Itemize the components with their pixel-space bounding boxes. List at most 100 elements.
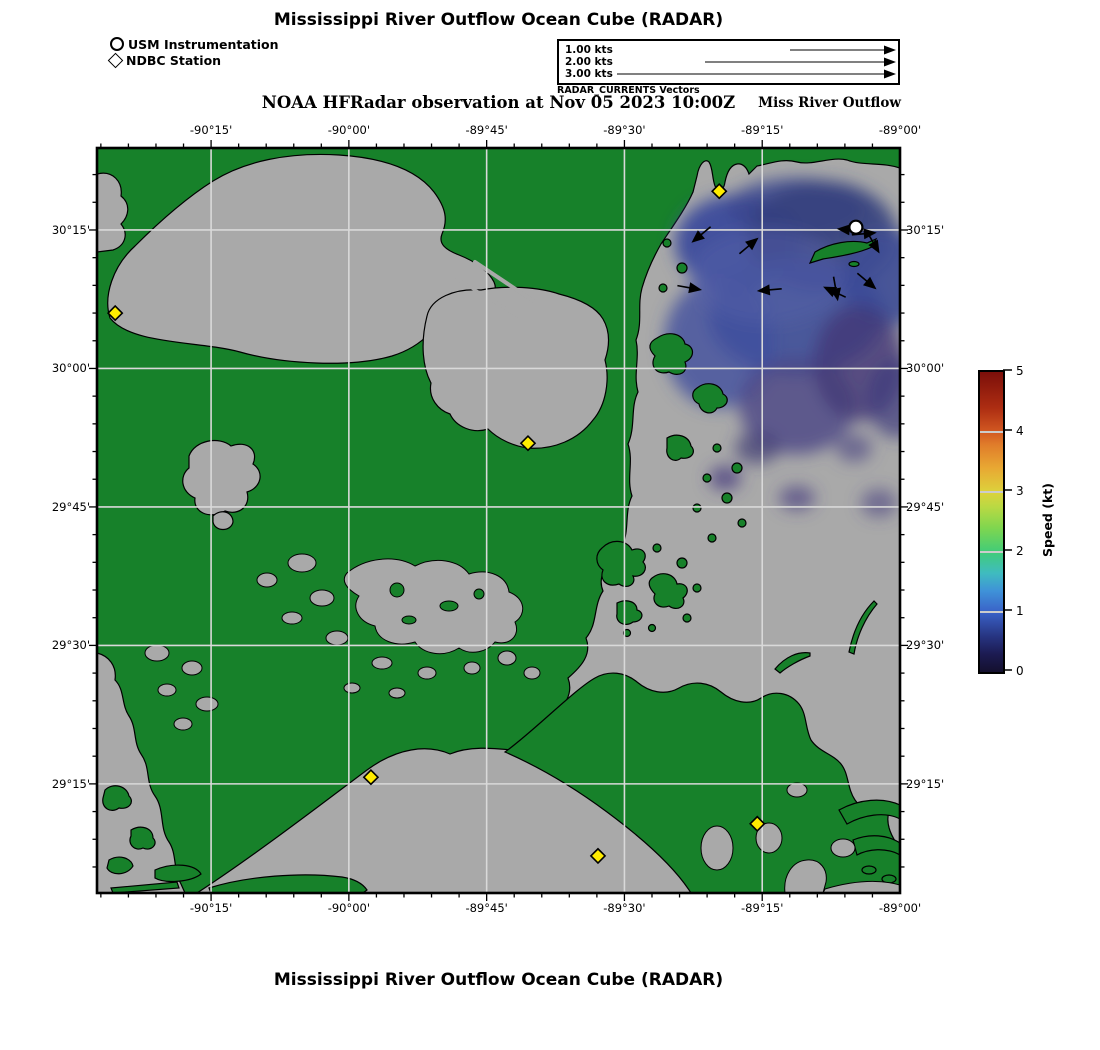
x-axis-labels-top: -90°15' -90°00' -89°45' -89°30' -89°15' -89°0… — [87, 123, 921, 139]
page-title: Mississippi River Outflow Ocean Cube (RA… — [273, 10, 724, 30]
west-bays — [97, 652, 186, 893]
speed-patch — [779, 486, 815, 510]
lake-maurepas — [97, 172, 129, 253]
colorbar-tick-label: 0 — [1016, 664, 1024, 678]
scale-arrow-head-icon — [884, 69, 896, 79]
current-vector — [856, 272, 877, 290]
vector-scale-box: 1.00 kts 2.00 kts 3.00 kts — [557, 39, 900, 85]
small-lake — [212, 511, 234, 531]
colorbar-tick-label: 3 — [1016, 484, 1024, 498]
x-tick-label: -89°00' — [878, 901, 922, 915]
x-tick-label: -90°15' — [189, 901, 233, 915]
ndbc-diamond-icon — [107, 52, 124, 69]
legend-row-ndbc: NDBC Station — [107, 52, 279, 69]
biloxi-marsh-islets — [622, 543, 702, 638]
ndbc-station-marker — [106, 304, 124, 322]
y-tick-label: 29°15' — [906, 776, 945, 791]
scale-arrow-head-icon — [884, 57, 896, 67]
station-markers — [106, 183, 864, 865]
map-frame — [95, 146, 902, 895]
current-speed-raster — [664, 178, 900, 517]
barrier-islet — [848, 260, 860, 268]
y-tick-label: 30°00' — [906, 361, 945, 376]
vector-head-icon — [691, 230, 705, 243]
x-tick-label: -89°00' — [878, 123, 922, 137]
y-tick-label: 29°45' — [51, 499, 90, 514]
vector-head-icon — [756, 284, 771, 296]
delta-bay-4 — [830, 838, 856, 858]
vector-head-icon — [836, 224, 851, 236]
current-vector — [738, 237, 759, 255]
vector-head-icon — [745, 237, 759, 251]
bottom-title: Mississippi River Outflow Ocean Cube (RA… — [273, 970, 724, 990]
ndbc-station-marker — [749, 815, 766, 832]
colorbar-tick-labels: 5 4 3 2 1 0 — [1016, 364, 1036, 678]
delta-bay-1 — [700, 825, 734, 871]
x-tick-label: -90°00' — [327, 123, 371, 137]
y-axis-labels-left: 30°15' 30°00' 29°45' 29°30' 29°15' — [38, 138, 90, 903]
graticule — [97, 148, 900, 893]
current-vector — [830, 276, 842, 302]
colorbar-tick-label: 5 — [1016, 364, 1024, 378]
x-tick-label: -89°15' — [741, 123, 784, 137]
colorbar-divider — [980, 431, 1003, 433]
tidal-channels — [455, 260, 537, 320]
usm-circle-icon — [110, 37, 124, 51]
wetland-lake-cluster — [343, 558, 524, 655]
vector-head-icon — [830, 287, 842, 302]
colorbar-ticks — [1003, 369, 1012, 671]
x-tick-label: -89°45' — [465, 123, 508, 137]
y-tick-label: 30°15' — [906, 222, 945, 237]
vector-scale-caption: RADAR_CURRENTS Vectors — [557, 85, 700, 96]
borgne-marsh-2 — [692, 383, 728, 414]
vector-scale-row-label: 2.00 kts — [565, 56, 613, 68]
borgne-marsh-1 — [649, 333, 694, 375]
ndbc-station-marker — [711, 183, 728, 200]
x-tick-label: -89°15' — [741, 901, 784, 915]
observation-subtitle: NOAA HFRadar observation at Nov 05 2023 … — [261, 93, 736, 112]
current-vector — [866, 231, 880, 254]
scale-arrow-head-icon — [884, 45, 896, 55]
colorbar-tick-label: 2 — [1016, 544, 1024, 558]
vector-scale-row-label: 3.00 kts — [565, 68, 613, 80]
usm-station-marker — [848, 219, 864, 235]
borgne-marsh-3 — [666, 434, 694, 461]
y-tick-label: 29°30' — [51, 638, 90, 653]
wetland-islets — [389, 582, 485, 625]
ndbc-station-marker — [519, 435, 537, 452]
lake-salvador — [182, 439, 261, 516]
legend-row-usm: USM Instrumentation — [110, 36, 279, 52]
biloxi-marsh-3 — [616, 600, 643, 626]
region-label: Miss River Outflow — [758, 95, 901, 111]
vector-head-icon — [863, 276, 877, 290]
vector-scale-row-label: 1.00 kts — [565, 44, 613, 56]
colorbar-divider — [980, 611, 1003, 613]
speed-patch — [867, 358, 900, 438]
x-tick-label: -90°15' — [189, 123, 233, 137]
y-tick-label: 29°15' — [51, 776, 90, 791]
y-tick-label: 29°45' — [906, 499, 945, 514]
grand-isle-barrier — [208, 874, 368, 893]
marker-legend: USM Instrumentation NDBC Station — [107, 36, 279, 69]
legend-usm-label: USM Instrumentation — [128, 36, 279, 52]
vector-head-icon — [868, 239, 880, 254]
current-vector — [691, 226, 712, 243]
delta-finger-1 — [838, 799, 900, 825]
chandeleur-islands-north — [848, 600, 878, 655]
speed-patch — [735, 432, 779, 464]
colorbar-divider — [980, 551, 1003, 553]
colorbar-tick-label: 1 — [1016, 604, 1024, 618]
y-tick-label: 30°00' — [51, 361, 90, 376]
speed-patch — [709, 466, 741, 490]
delta-islet-1 — [861, 865, 877, 875]
ndbc-station-marker — [362, 769, 380, 786]
x-tick-label: -89°45' — [465, 901, 508, 915]
map-canvas — [89, 140, 908, 901]
delta-bay-5 — [786, 782, 808, 798]
chandeleur-islands-south — [774, 652, 811, 674]
colorbar-title: Speed (kt) — [1040, 483, 1055, 557]
colorbar-divider — [980, 491, 1003, 493]
colorbar — [978, 370, 1005, 674]
x-tick-label: -89°30' — [603, 901, 646, 915]
axis-ticks — [89, 140, 908, 901]
